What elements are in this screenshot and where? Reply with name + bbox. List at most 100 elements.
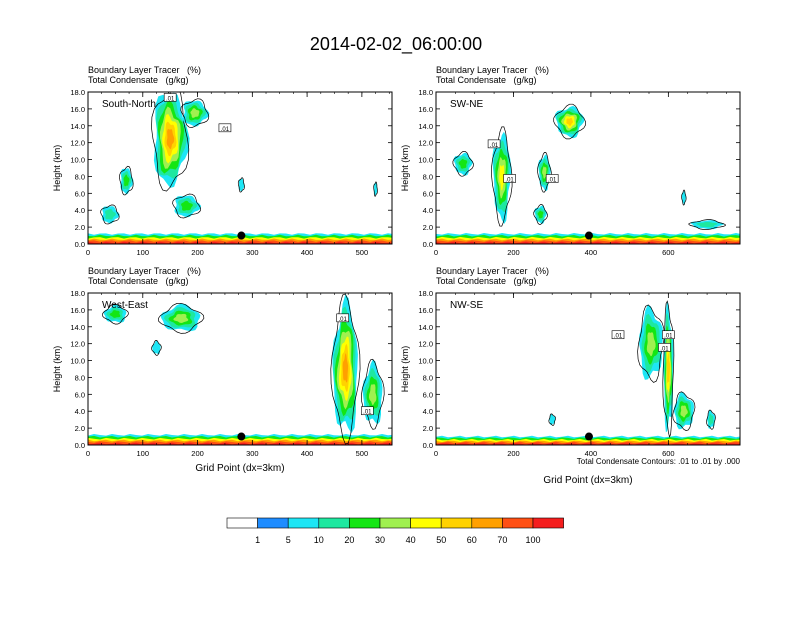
panel-header-condensate: Total Condensate (g/kg) [436, 276, 537, 286]
condensate-contour [158, 302, 205, 334]
x-tick-label: 600 [662, 449, 675, 458]
colorbar-label: 20 [344, 535, 354, 545]
contour-label-text: .01 [221, 127, 230, 133]
tracer-blob [180, 98, 210, 128]
panel-header-tracer: Boundary Layer Tracer (%) [88, 266, 201, 276]
colorbar-swatch [287, 517, 320, 529]
contour-label-text: .01 [505, 177, 514, 183]
x-tick-label: 400 [301, 248, 314, 257]
y-tick-label: 14.0 [418, 323, 433, 332]
contour-label: .01 [163, 93, 177, 102]
tracer-level [342, 353, 349, 383]
tracer-blob [151, 340, 162, 356]
tracer-level [666, 352, 671, 384]
tracer-blob [373, 181, 378, 197]
y-tick-label: 18.0 [70, 88, 85, 97]
condensate-contour [672, 391, 696, 431]
location-marker [237, 231, 246, 240]
x-tick-label: 500 [356, 248, 369, 257]
y-tick-label: 12.0 [70, 340, 85, 349]
tracer-blob [681, 189, 687, 206]
y-tick-label: 18.0 [418, 289, 433, 298]
condensate-contour [330, 293, 361, 445]
tracer-level [368, 384, 377, 406]
colorbar-label: 70 [497, 535, 507, 545]
tracer-blob [100, 204, 120, 225]
x-tick-label: 100 [137, 449, 150, 458]
colorbar-swatch [471, 517, 503, 529]
y-tick-label: 6.0 [75, 390, 85, 399]
page-title: 2014-02-02_06:00:00 [310, 34, 482, 55]
panel-name: South-North [102, 99, 156, 110]
panel-header-condensate: Total Condensate (g/kg) [88, 276, 189, 286]
tracer-level [123, 174, 130, 187]
y-tick-label: 6.0 [75, 189, 85, 198]
tracer-level [238, 178, 245, 192]
panel-header-tracer: Boundary Layer Tracer (%) [436, 65, 549, 75]
y-tick-label: 16.0 [418, 306, 433, 315]
condensate-contour [548, 413, 556, 426]
x-tick-label: 0 [86, 248, 90, 257]
panel-header-condensate: Total Condensate (g/kg) [436, 75, 537, 85]
tracer-blob [158, 302, 205, 334]
contour-label-text: .01 [339, 317, 348, 323]
location-marker [237, 432, 246, 441]
y-tick-label: 8.0 [423, 172, 433, 181]
colorbar-swatch [349, 517, 381, 529]
tracer-level [696, 221, 718, 228]
contour-label: .01 [545, 174, 559, 183]
tracer-blob [533, 204, 548, 225]
panel-header-tracer: Boundary Layer Tracer (%) [88, 65, 201, 75]
panels: Boundary Layer Tracer (%)Total Condensat… [52, 65, 741, 486]
colorbar-swatch [532, 517, 564, 529]
contour-label: .01 [487, 139, 501, 149]
y-tick-label: 2.0 [423, 223, 433, 232]
tracer-blob [172, 193, 202, 219]
tracer-level [646, 332, 656, 357]
panel-top-left: Boundary Layer Tracer (%)Total Condensat… [52, 65, 393, 257]
condensate-contour [172, 193, 201, 219]
x-tick-label: 200 [191, 248, 204, 257]
boundary-layer-band [88, 442, 392, 445]
condensate-contour [373, 181, 378, 197]
plot-area [88, 92, 392, 244]
y-axis-label: Height (km) [52, 346, 62, 393]
panel-header-tracer: Boundary Layer Tracer (%) [436, 266, 549, 276]
tracer-level [549, 413, 556, 426]
y-tick-label: 12.0 [418, 340, 433, 349]
tracer-blob [688, 219, 726, 230]
plot-frame [435, 91, 741, 245]
y-tick-label: 2.0 [75, 223, 85, 232]
x-tick-label: 300 [246, 449, 259, 458]
tracer-blob [119, 165, 134, 196]
contour-label-text: .01 [660, 346, 669, 352]
condensate-contour [119, 165, 134, 196]
x-tick-label: 300 [246, 248, 259, 257]
condensate-contour [100, 204, 120, 225]
y-tick-label: 10.0 [70, 156, 85, 165]
colorbar-label: 40 [406, 535, 416, 545]
plot-area [436, 293, 740, 445]
y-axis-label: Height (km) [400, 145, 410, 192]
y-tick-label: 6.0 [423, 189, 433, 198]
x-tick-label: 600 [662, 248, 675, 257]
contour-label-text: .01 [166, 96, 175, 102]
contour-label: .01 [503, 174, 516, 183]
condensate-contour [533, 204, 548, 225]
y-tick-label: 0.0 [423, 240, 433, 249]
y-tick-label: 12.0 [70, 139, 85, 148]
tracer-level [680, 405, 688, 418]
tracer-blob [553, 103, 586, 140]
colorbar-swatch [257, 517, 289, 529]
plot-frame [435, 292, 741, 446]
tracer-level [537, 210, 544, 219]
condensate-contour [237, 177, 245, 193]
y-tick-label: 16.0 [418, 105, 433, 114]
colorbar-swatch [318, 517, 350, 529]
condensate-contour [637, 304, 665, 383]
y-tick-label: 10.0 [418, 156, 433, 165]
y-tick-label: 2.0 [75, 424, 85, 433]
tracer-level [166, 129, 175, 150]
tracer-blob [672, 391, 696, 431]
